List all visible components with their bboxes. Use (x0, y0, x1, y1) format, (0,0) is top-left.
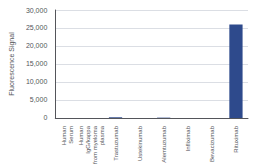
svg-text:Human: Human (61, 126, 67, 145)
svg-text:IgG/kappa: IgG/kappa (85, 125, 91, 153)
svg-text:25,000: 25,000 (26, 24, 48, 31)
svg-text:30,000: 30,000 (26, 7, 48, 14)
svg-text:Fluorescence Signal: Fluorescence Signal (8, 32, 16, 96)
svg-text:Serum: Serum (68, 126, 74, 144)
svg-text:20,000: 20,000 (26, 42, 48, 49)
svg-text:Human: Human (78, 126, 84, 145)
svg-text:from myeloma: from myeloma (92, 125, 98, 164)
svg-text:plasma: plasma (99, 125, 105, 145)
svg-text:Trastuzumab: Trastuzumab (113, 125, 119, 160)
svg-text:Ustekinumab: Ustekinumab (137, 125, 143, 161)
svg-text:Alemtuzumab: Alemtuzumab (161, 125, 167, 162)
svg-text:0: 0 (43, 114, 47, 121)
svg-text:Infliximab: Infliximab (185, 125, 191, 151)
svg-text:15,000: 15,000 (26, 60, 48, 67)
svg-text:5,000: 5,000 (30, 96, 48, 103)
svg-text:Rituximab: Rituximab (233, 125, 239, 152)
svg-text:Bevacizumab: Bevacizumab (209, 125, 215, 162)
svg-text:10,000: 10,000 (26, 78, 48, 85)
